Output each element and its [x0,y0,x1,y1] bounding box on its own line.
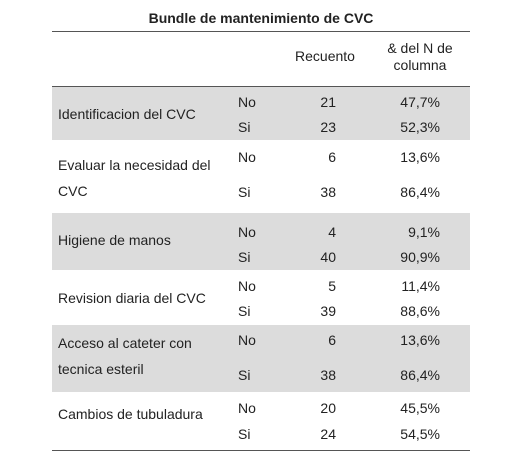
category-cell: Si [238,303,251,319]
percent-cell: 90,9% [400,249,440,265]
row-band [52,325,470,392]
count-cell: 23 [320,119,336,135]
category-cell: Si [238,367,251,383]
category-cell: Si [238,426,251,442]
column-header: & del N de columna [387,40,453,73]
percent-cell: 45,5% [400,400,440,416]
count-cell: 21 [320,94,336,110]
row-band [52,87,470,140]
category-cell: Si [238,119,251,135]
table-title: Bundle de mantenimiento de CVC [148,10,374,26]
percent-cell: 13,6% [400,149,440,165]
column-header: Recuento [295,48,355,64]
rule [52,86,470,87]
row-label: Identificacion del CVC [58,106,196,122]
category-cell: No [238,224,256,240]
percent-cell: 54,5% [400,426,440,442]
row-label: Higiene de manos [58,232,171,248]
percent-cell: 88,6% [400,303,440,319]
category-cell: Si [238,184,251,200]
row-label: Acceso al cateter con tecnica esteril [58,335,192,377]
percent-cell: 86,4% [400,184,440,200]
percent-cell: 11,4% [401,278,440,294]
category-cell: No [238,332,256,348]
category-cell: No [238,149,256,165]
row-band [52,213,470,270]
category-cell: No [238,400,256,416]
count-cell: 38 [320,367,336,383]
percent-cell: 13,6% [400,332,440,348]
percent-cell: 47,7% [400,94,440,110]
count-cell: 6 [328,149,336,165]
percent-cell: 9,1% [408,224,440,240]
row-label: Cambios de tubuladura [58,406,203,422]
category-cell: No [238,94,256,110]
count-cell: 5 [328,278,336,294]
count-cell: 24 [320,426,336,442]
percent-cell: 52,3% [400,119,440,135]
count-cell: 39 [320,303,336,319]
count-cell: 38 [320,184,336,200]
rule [52,31,470,32]
count-cell: 40 [320,249,336,265]
count-cell: 4 [328,224,336,240]
percent-cell: 86,4% [400,367,440,383]
category-cell: Si [238,249,251,265]
count-cell: 6 [328,332,336,348]
rule [52,450,470,451]
row-label: Evaluar la necesidad del CVC [58,157,211,199]
row-label: Revision diaria del CVC [58,290,206,306]
category-cell: No [238,278,256,294]
count-cell: 20 [320,400,336,416]
